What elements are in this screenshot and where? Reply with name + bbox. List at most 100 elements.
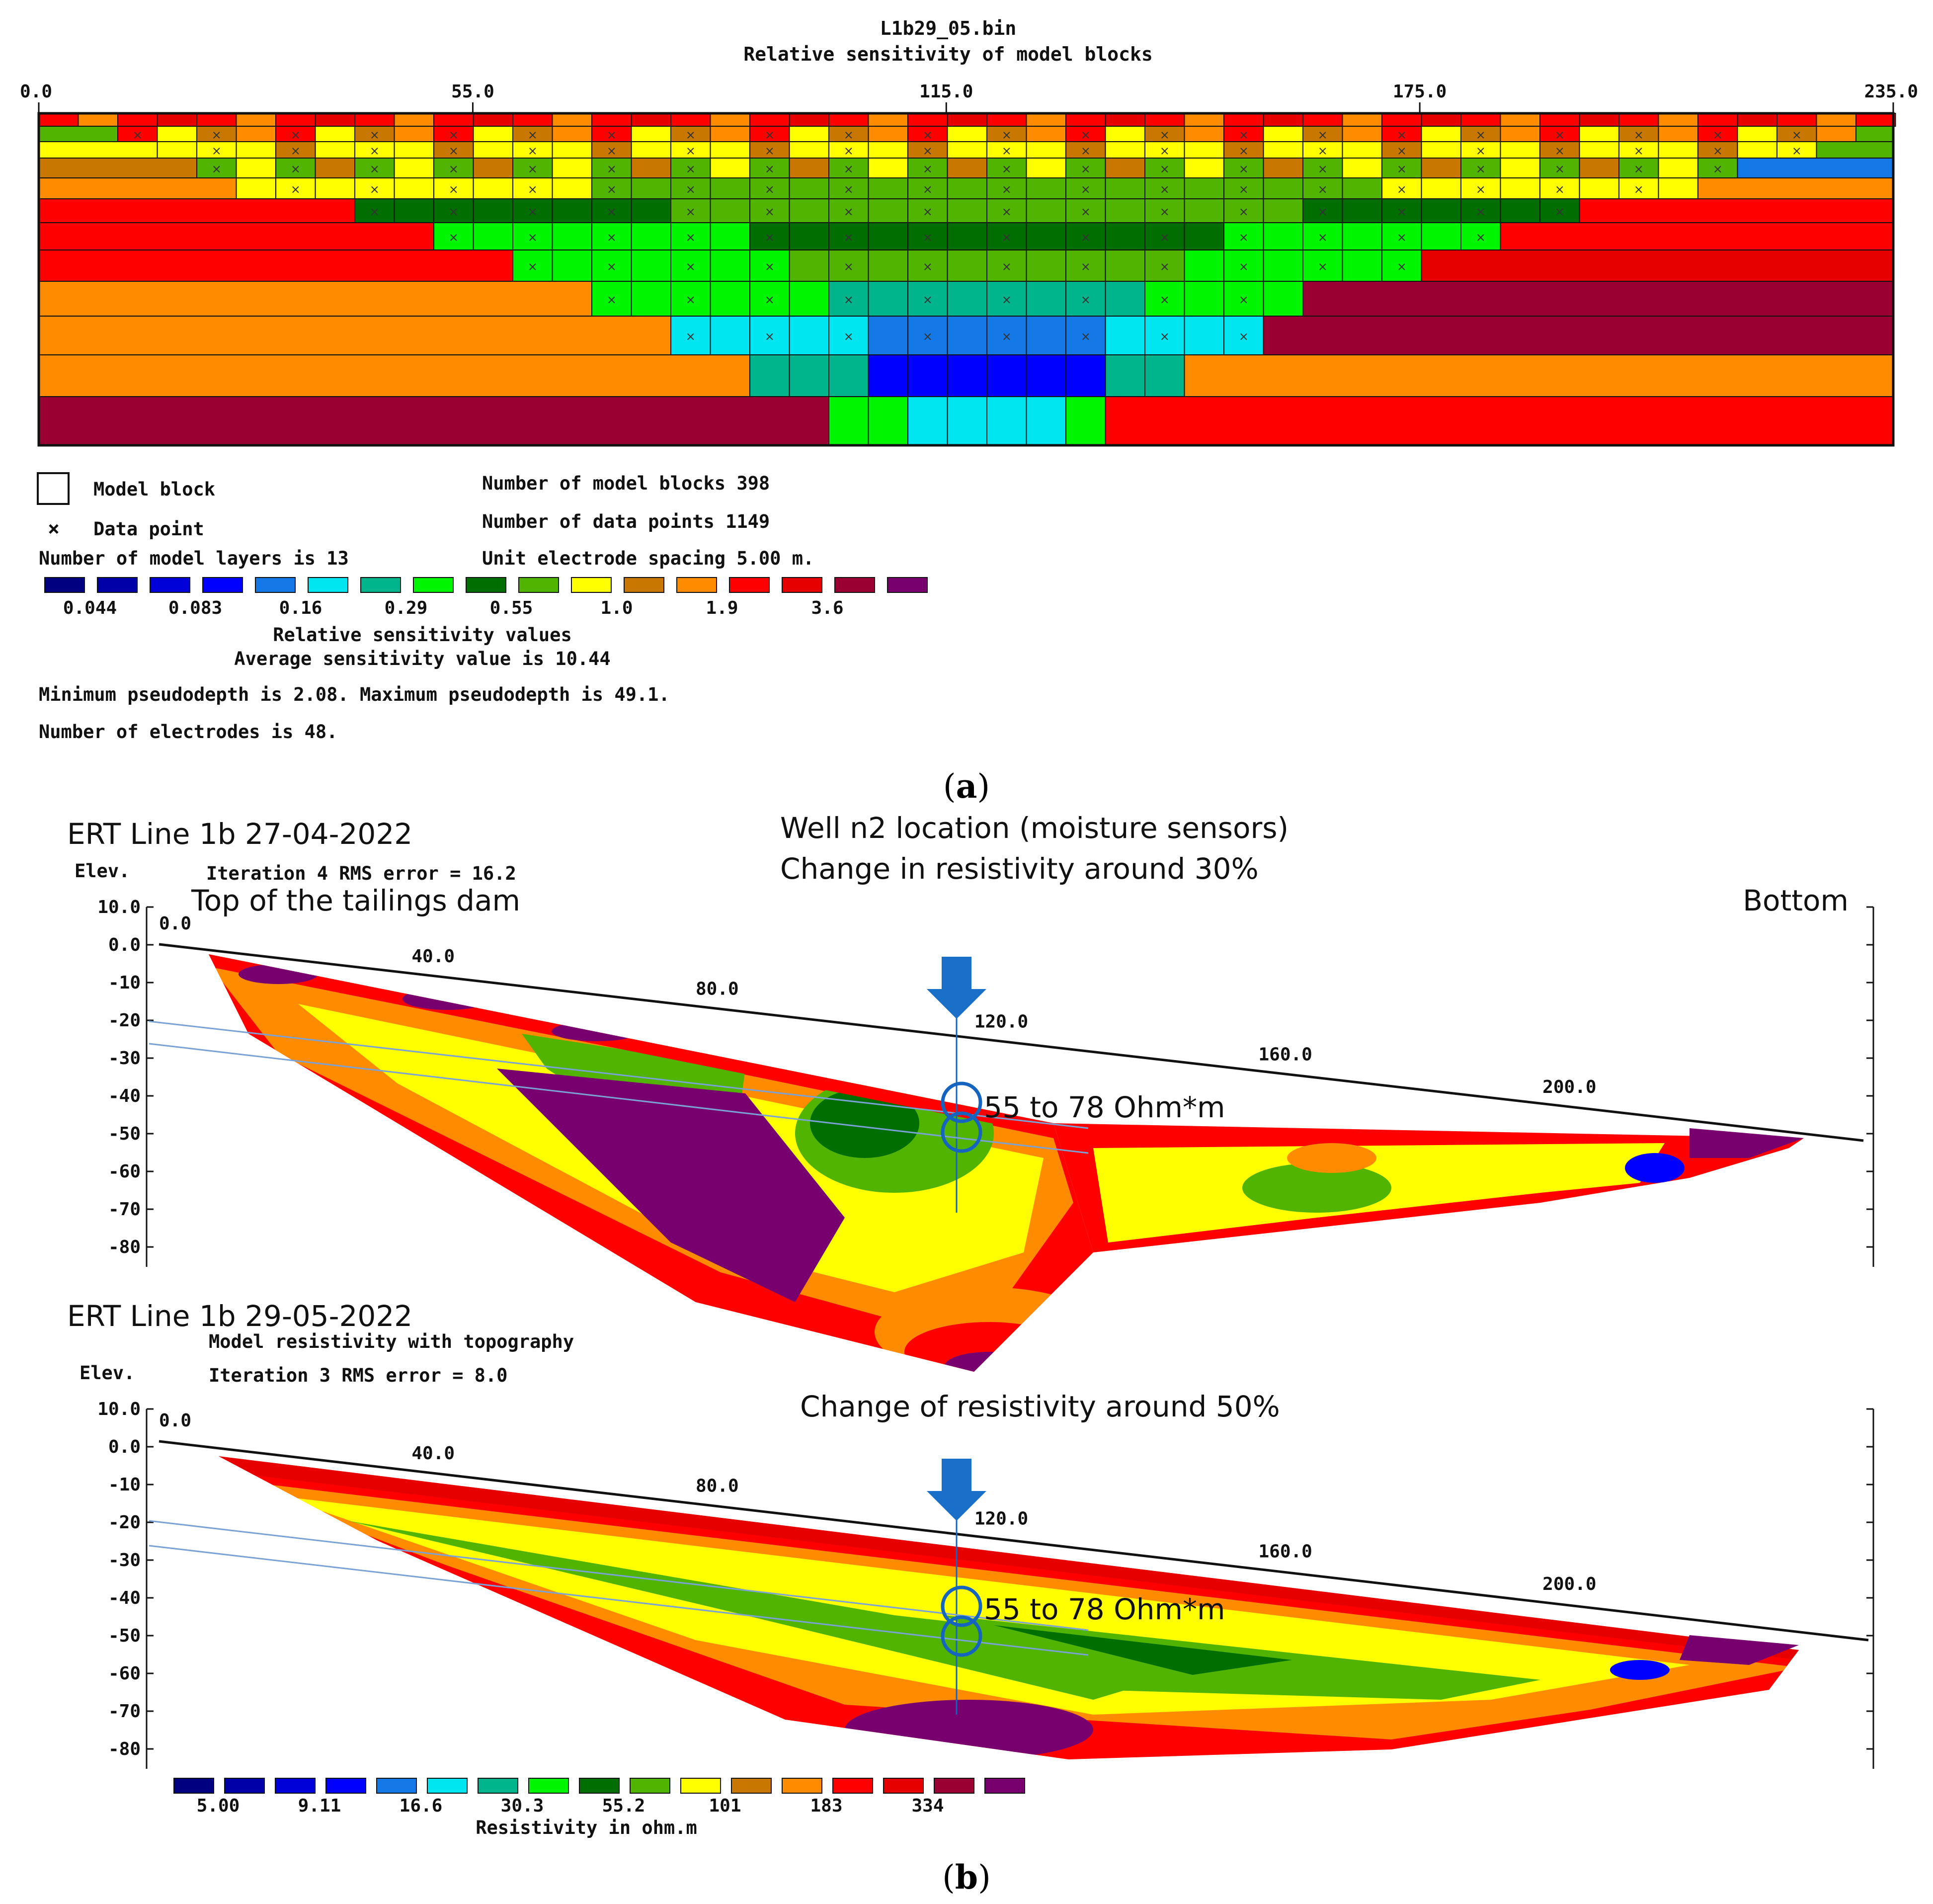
elevation-tick-label: -20: [108, 1512, 141, 1533]
sensitivity-block: [710, 316, 750, 355]
sensitivity-block: [749, 141, 790, 159]
data-point-mark: ×: [1476, 231, 1486, 245]
sensitivity-block: [1026, 158, 1066, 178]
sensitivity-block: [1105, 113, 1145, 127]
data-point-mark: ×: [1634, 128, 1644, 142]
bottom-purple-edge: [1680, 1635, 1799, 1665]
data-point-mark: ×: [291, 162, 301, 176]
sensitivity-block: [710, 177, 750, 199]
sensitivity-block: [1184, 126, 1224, 142]
data-point-mark: ×: [923, 293, 933, 307]
resistivity-scale-swatch: [883, 1778, 924, 1794]
sensitivity-side-block: [1184, 354, 1894, 397]
sensitivity-block: [1184, 249, 1224, 282]
sensitivity-block: [1065, 316, 1106, 355]
resistivity-scale-swatch: [478, 1778, 518, 1794]
data-point-mark: ×: [212, 144, 222, 158]
sensitivity-block: [907, 354, 948, 397]
sensitivity-block: [1697, 126, 1738, 142]
data-point-mark: ×: [528, 205, 538, 219]
sensitivity-block: [473, 113, 513, 127]
sensitivity-block: [236, 141, 276, 159]
sensitivity-block: [1105, 141, 1145, 159]
sensitivity-block: [631, 249, 671, 282]
top-sensor-circle-2: [941, 1111, 982, 1153]
sensitivity-block: [986, 316, 1027, 355]
sensitivity-block: [1184, 316, 1224, 355]
data-point-mark: ×: [370, 162, 380, 176]
data-point-mark: ×: [1476, 205, 1486, 219]
panel-b-bottom: ERT Line 1b 29-05-2022 Model resistivity…: [67, 1299, 1874, 1897]
sensitivity-block: [1776, 113, 1817, 127]
data-point-mark: ×: [1002, 260, 1012, 274]
sensitivity-block: [1658, 141, 1698, 159]
sensitivity-scale-swatch: [782, 577, 822, 593]
sensitivity-block: [1421, 177, 1461, 199]
data-point-mark: ×: [1081, 182, 1091, 196]
sensitivity-block: [947, 354, 987, 397]
sensitivity-block: [315, 158, 355, 178]
sensitivity-scale-title: Relative sensitivity values: [273, 624, 571, 646]
elevation-tick-label: 0.0: [108, 935, 141, 955]
resistivity-scale-swatch: [224, 1778, 265, 1794]
sensitivity-block: [1460, 158, 1501, 178]
sensitivity-block: [1737, 141, 1777, 159]
sensitivity-scale-label: 0.16: [279, 598, 322, 618]
data-point-mark: ×: [1239, 162, 1249, 176]
sensitivity-block: [1658, 126, 1698, 142]
bottom-heading: ERT Line 1b 29-05-2022: [67, 1299, 412, 1333]
sensitivity-block: [828, 222, 869, 250]
sensitivity-block: [1579, 158, 1619, 178]
top-sensor-circle-1: [941, 1081, 982, 1123]
sensitivity-block: [433, 113, 474, 127]
data-point-mark: ×: [1239, 205, 1249, 219]
sensitivity-block: [631, 113, 671, 127]
sensitivity-block: [157, 141, 197, 159]
sensitivity-block: [1421, 141, 1461, 159]
top-surface-line: [159, 943, 1864, 1142]
sensitivity-block: [1776, 141, 1817, 159]
sensitivity-block: [394, 126, 434, 142]
data-point-mark: ×: [1081, 205, 1091, 219]
distance-tick-label: 0.0: [159, 1410, 191, 1431]
sensitivity-block: [1342, 198, 1382, 223]
data-point-mark: ×: [1002, 205, 1012, 219]
data-point-mark: ×: [1081, 330, 1091, 343]
data-point-mark: ×: [1713, 162, 1723, 176]
data-point-mark: ×: [449, 144, 459, 158]
data-point-mark: ×: [1160, 293, 1170, 307]
resistivity-scale-label: 334: [911, 1796, 944, 1816]
top-iteration-text: Iteration 4 RMS error = 16.2: [206, 863, 516, 884]
sensitivity-scale-swatch: [729, 577, 770, 593]
sensitivity-block: [1460, 222, 1501, 250]
data-point-mark: ×: [133, 128, 143, 142]
top-blue-spot: [1625, 1153, 1685, 1183]
data-point-mark: ×: [528, 144, 538, 158]
data-point-mark: ×: [1002, 162, 1012, 176]
data-point-mark: ×: [1002, 182, 1012, 196]
data-point-mark: ×: [844, 144, 854, 158]
sensitivity-scale-swatch: [202, 577, 243, 593]
datapoints-text: Number of data points 1149: [482, 511, 770, 532]
sensitivity-block: [710, 281, 750, 317]
sensitivity-side-block: [38, 316, 671, 355]
a-x-tick-label: 55.0: [451, 82, 494, 102]
data-point-mark: ×: [212, 128, 222, 142]
sensitivity-block: [591, 249, 632, 282]
top-orange-lens: [1287, 1143, 1376, 1173]
sensitivity-block: [868, 281, 908, 317]
sensitivity-block: [907, 113, 948, 127]
sensitivity-block: [394, 177, 434, 199]
sensitivity-block: [1342, 113, 1382, 127]
data-point-mark: ×: [1397, 205, 1407, 219]
sensitivity-block: [868, 158, 908, 178]
sensitivity-block: [947, 198, 987, 223]
data-point-mark: ×: [765, 260, 775, 274]
data-point-mark: ×: [844, 162, 854, 176]
sensitivity-block: [907, 396, 948, 446]
sensitivity-block: [1105, 198, 1145, 223]
sensitivity-block: [1065, 396, 1106, 446]
data-point-mark: ×: [1792, 128, 1802, 142]
sensitivity-block: [1539, 177, 1580, 199]
sensitivity-side-block: [38, 354, 750, 397]
